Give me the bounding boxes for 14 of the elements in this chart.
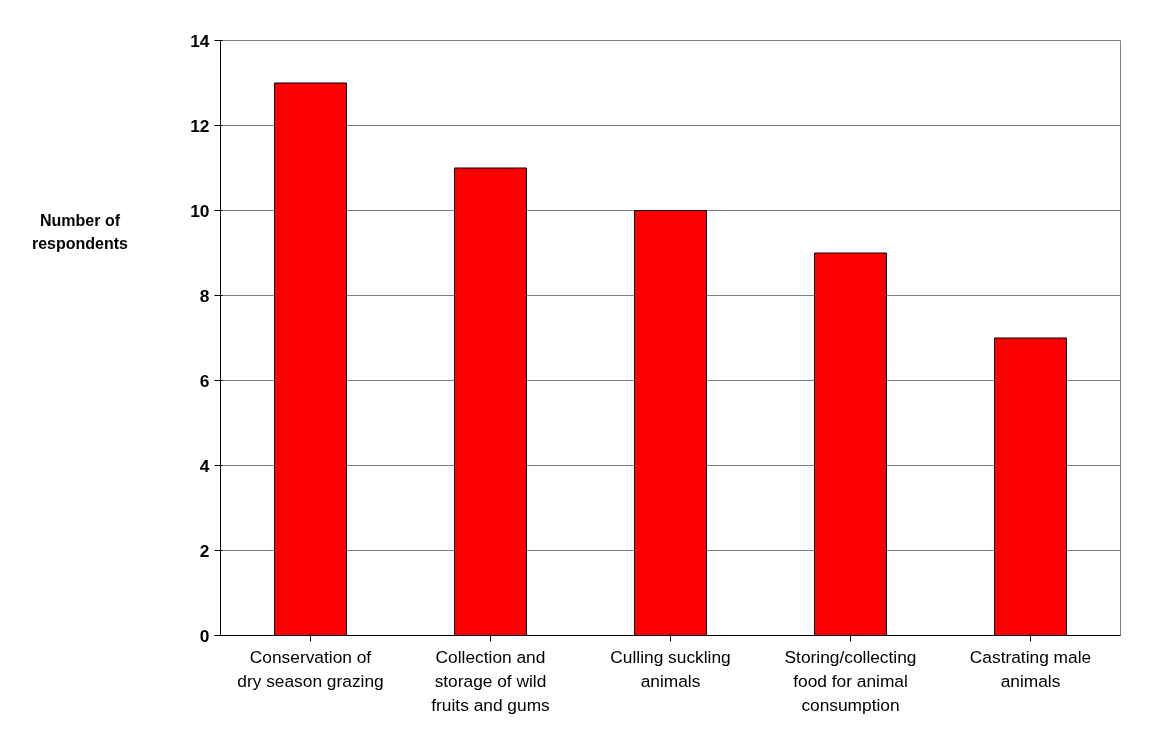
y-tick-label: 10 [190,200,210,221]
y-axis-title: Number of respondents [31,211,128,254]
y-tick-label: 14 [190,30,210,51]
y-tick-label: 2 [199,540,210,561]
x-tick-label: Collection and storage of wild fruits and gums [431,646,551,715]
y-tick-label: 8 [199,285,210,306]
y-tick-label: 12 [190,115,210,136]
x-tick-label: Culling suckling animals [610,646,731,691]
y-tick-label: 6 [199,370,210,391]
y-tick-label: 0 [199,625,210,646]
x-tick-label: Storing/collecting food for animal consumption [784,646,917,715]
x-tick-label: Conservation of dry season grazing [237,646,384,691]
x-tick-label: Castrating male animals [969,646,1092,691]
y-tick-label: 4 [199,455,210,476]
